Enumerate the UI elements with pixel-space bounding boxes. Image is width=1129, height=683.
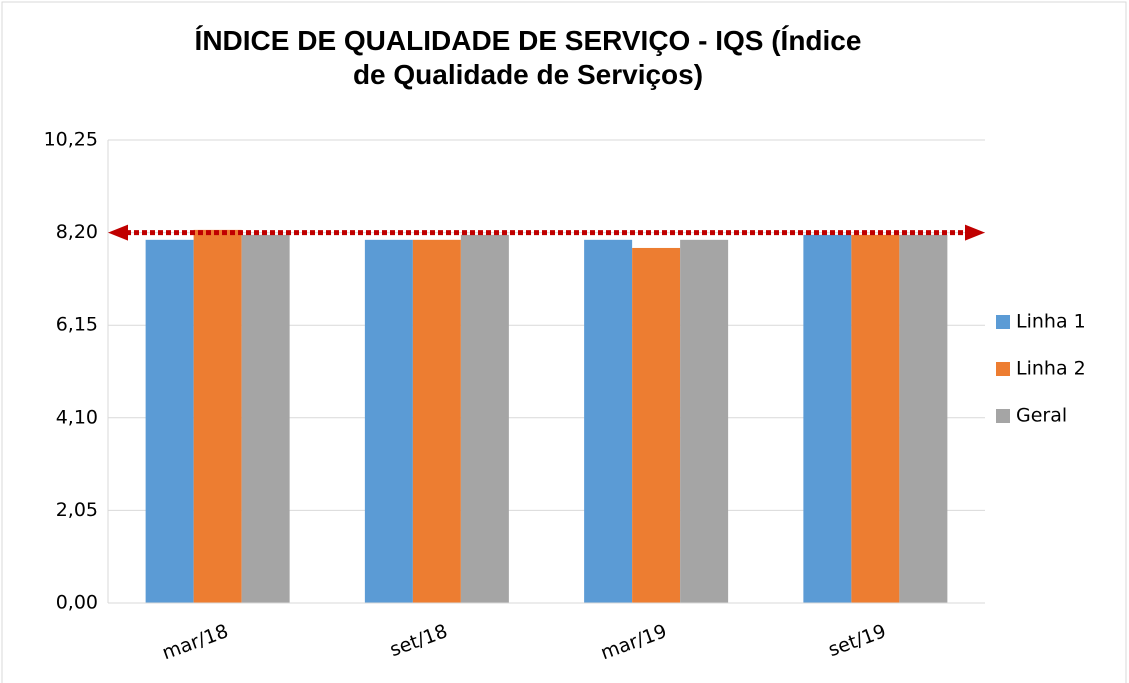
bar bbox=[851, 234, 900, 604]
bar bbox=[584, 239, 633, 603]
y-tick-label: 10,25 bbox=[44, 129, 98, 151]
bar bbox=[364, 239, 413, 603]
legend-swatch bbox=[996, 315, 1010, 329]
y-tick-label: 6,15 bbox=[56, 314, 98, 336]
legend-swatch bbox=[996, 409, 1010, 423]
bar bbox=[680, 239, 729, 603]
y-tick-label: 4,10 bbox=[56, 406, 98, 428]
y-tick-label: 8,20 bbox=[56, 221, 98, 243]
legend-label: Linha 2 bbox=[1016, 358, 1086, 380]
bar bbox=[632, 247, 681, 603]
bar bbox=[803, 234, 852, 604]
bar bbox=[193, 229, 242, 603]
y-tick-label: 2,05 bbox=[56, 499, 98, 521]
legend-label: Linha 1 bbox=[1016, 311, 1086, 333]
bar bbox=[899, 234, 948, 604]
reference-arrow-left bbox=[108, 224, 128, 241]
reference-arrow-right bbox=[965, 224, 985, 241]
bar bbox=[460, 234, 509, 604]
bar bbox=[145, 239, 194, 603]
y-tick-label: 0,00 bbox=[56, 592, 98, 614]
legend-label: Geral bbox=[1016, 405, 1067, 427]
legend-swatch bbox=[996, 362, 1010, 376]
chart-title: ÍNDICE DE QUALIDADE DE SERVIÇO - IQS (Ín… bbox=[195, 25, 862, 90]
bar bbox=[241, 234, 290, 604]
bar bbox=[412, 239, 461, 603]
